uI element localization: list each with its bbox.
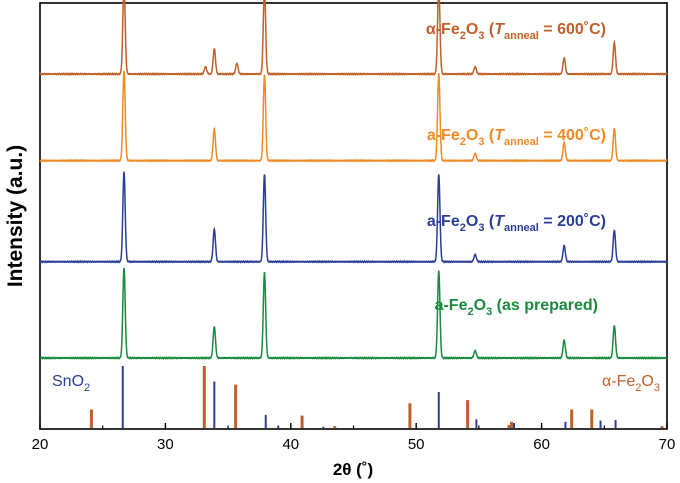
trace-3 [39,267,668,360]
trace-1 [39,70,668,163]
reference-lines [89,366,664,428]
x-tick-label-1: 30 [157,436,174,453]
ref-label-1: α-Fe2O3 [602,373,660,394]
trace-2 [39,171,668,264]
ref-label-0: SnO2 [52,373,90,394]
x-tick-label-3: 50 [408,436,425,453]
x-tick-label-2: 40 [282,436,299,453]
series-label-0: α-Fe2O3 (Tanneal = 600˚C) [426,21,606,42]
x-axis: 20 30 40 50 60 70 [32,423,676,453]
pattern-traces [39,0,668,360]
series-label-2: a-Fe2O3 (Tanneal = 200˚C) [427,213,606,234]
series-annotations: α-Fe2O3 (Tanneal = 600˚C) a-Fe2O3 (Tannea… [52,21,660,394]
x-tick-label-5: 70 [659,436,676,453]
series-label-3: a-Fe2O3 (as prepared) [435,297,598,318]
series-label-1: a-Fe2O3 (Tanneal = 400˚C) [427,127,606,148]
x-tick-label-0: 20 [32,436,49,453]
trace-0 [39,0,668,76]
x-axis-label: 2θ (˚) [333,460,373,479]
y-axis-label: Intensity (a.u.) [4,145,27,287]
x-tick-label-4: 60 [533,436,550,453]
